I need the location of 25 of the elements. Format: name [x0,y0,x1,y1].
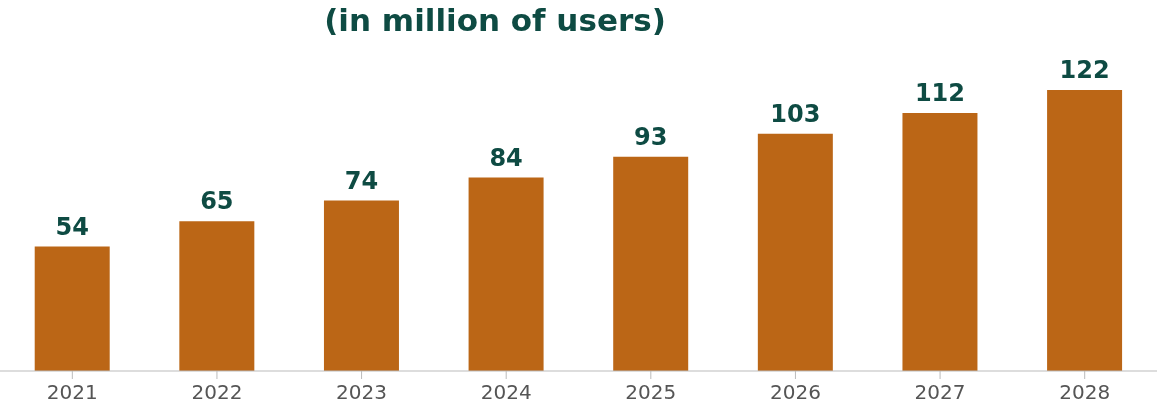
bar [757,133,833,371]
x-tick-label: 2027 [914,380,966,405]
x-tick-label: 2026 [769,380,821,405]
data-label: 74 [344,166,379,195]
data-label: 122 [1059,56,1110,84]
data-label: 84 [489,143,523,172]
bar [323,200,399,371]
bar [902,113,978,371]
x-tick-label: 2024 [480,380,532,405]
data-label: 65 [200,187,234,216]
bar [179,221,255,371]
x-tick-label: 2021 [46,380,98,405]
data-label: 54 [55,212,89,241]
bar [34,246,110,371]
x-tick-label: 2023 [336,380,388,405]
x-tick-label: 2022 [191,380,243,405]
data-label: 103 [770,99,821,128]
chart-title: (in million of users) [323,2,667,38]
bar [1047,90,1123,371]
x-tick-label: 2028 [1059,380,1111,405]
x-tick-label: 2025 [625,380,677,405]
data-label: 93 [634,122,668,151]
bar [613,156,689,371]
data-label: 112 [914,79,966,108]
bar [468,177,544,371]
